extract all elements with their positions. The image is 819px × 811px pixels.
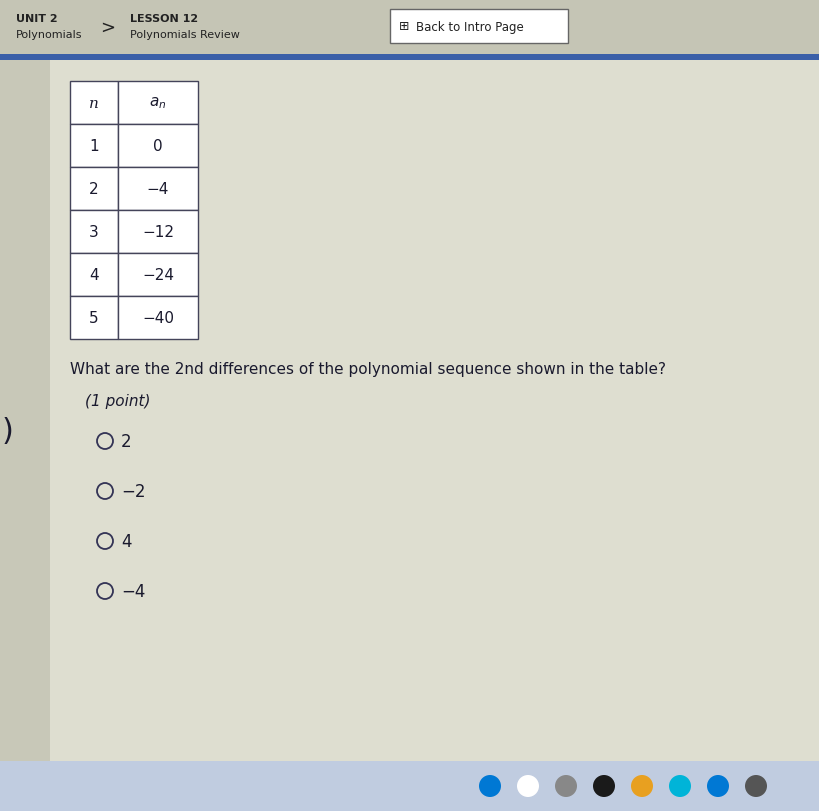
Text: −4: −4	[121, 582, 146, 600]
Text: 3: 3	[89, 225, 99, 240]
Bar	[390, 10, 568, 44]
Circle shape	[555, 775, 577, 797]
Bar	[0, 55, 819, 61]
Text: −40: −40	[142, 311, 174, 325]
Text: Polynomials Review: Polynomials Review	[130, 30, 240, 40]
Bar	[0, 761, 819, 811]
Bar	[0, 61, 50, 761]
Text: $a_n$: $a_n$	[149, 96, 167, 111]
Bar	[70, 125, 118, 168]
Text: Back to Intro Page: Back to Intro Page	[416, 20, 523, 33]
Text: 4: 4	[89, 268, 99, 283]
Text: ): )	[2, 417, 14, 446]
Text: (1 point): (1 point)	[85, 393, 151, 409]
Bar	[70, 82, 118, 125]
Text: UNIT 2: UNIT 2	[16, 14, 57, 24]
Bar	[0, 0, 819, 55]
Circle shape	[517, 775, 539, 797]
Bar	[118, 211, 198, 254]
Text: −12: −12	[142, 225, 174, 240]
Text: Polynomials: Polynomials	[16, 30, 83, 40]
Text: −24: −24	[142, 268, 174, 283]
Text: LESSON 12: LESSON 12	[130, 14, 198, 24]
Text: >: >	[101, 19, 115, 37]
Bar	[118, 297, 198, 340]
Text: −4: −4	[147, 182, 170, 197]
Circle shape	[479, 775, 501, 797]
Text: 2: 2	[121, 432, 132, 450]
Bar	[70, 211, 118, 254]
Text: n: n	[89, 97, 99, 110]
Bar	[118, 125, 198, 168]
Text: 4: 4	[121, 532, 132, 551]
Text: ⊞: ⊞	[399, 20, 410, 33]
Text: 1: 1	[89, 139, 99, 154]
Circle shape	[593, 775, 615, 797]
Text: 2: 2	[89, 182, 99, 197]
Bar	[118, 168, 198, 211]
Text: 0: 0	[153, 139, 163, 154]
Bar	[70, 168, 118, 211]
Text: −2: −2	[121, 483, 146, 500]
Text: 5: 5	[89, 311, 99, 325]
Bar	[118, 254, 198, 297]
Circle shape	[707, 775, 729, 797]
Circle shape	[745, 775, 767, 797]
Circle shape	[631, 775, 653, 797]
Text: What are the 2nd differences of the polynomial sequence shown in the table?: What are the 2nd differences of the poly…	[70, 362, 666, 376]
Bar	[70, 297, 118, 340]
Bar	[118, 82, 198, 125]
Bar	[70, 254, 118, 297]
Circle shape	[669, 775, 691, 797]
